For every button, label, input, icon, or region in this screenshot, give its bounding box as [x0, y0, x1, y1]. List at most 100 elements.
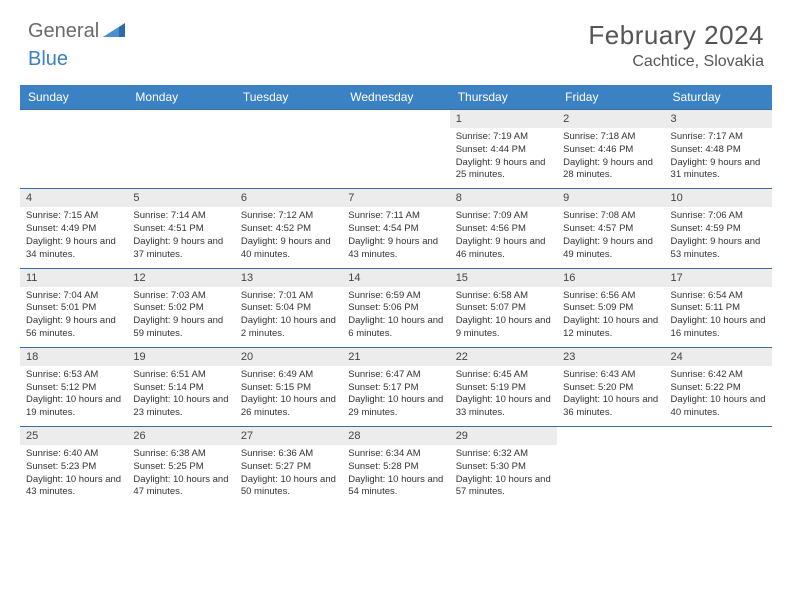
day-body: Sunrise: 6:36 AMSunset: 5:27 PMDaylight:… [235, 445, 342, 505]
sunset-line: Sunset: 5:07 PM [456, 302, 551, 315]
day-number [557, 427, 664, 445]
sunrise-line: Sunrise: 7:03 AM [133, 290, 228, 303]
daylight-line: Daylight: 10 hours and 40 minutes. [671, 394, 766, 420]
day-body: Sunrise: 7:09 AMSunset: 4:56 PMDaylight:… [450, 207, 557, 267]
day-number: 13 [235, 269, 342, 287]
day-cell: 3Sunrise: 7:17 AMSunset: 4:48 PMDaylight… [665, 110, 772, 189]
day-body: Sunrise: 6:51 AMSunset: 5:14 PMDaylight:… [127, 366, 234, 426]
day-body: Sunrise: 7:17 AMSunset: 4:48 PMDaylight:… [665, 128, 772, 188]
day-cell: 29Sunrise: 6:32 AMSunset: 5:30 PMDayligh… [450, 427, 557, 506]
sunset-line: Sunset: 4:51 PM [133, 223, 228, 236]
day-body [235, 128, 342, 188]
day-cell: 23Sunrise: 6:43 AMSunset: 5:20 PMDayligh… [557, 347, 664, 426]
day-body: Sunrise: 7:19 AMSunset: 4:44 PMDaylight:… [450, 128, 557, 188]
day-cell: 11Sunrise: 7:04 AMSunset: 5:01 PMDayligh… [20, 268, 127, 347]
daylight-line: Daylight: 10 hours and 26 minutes. [241, 394, 336, 420]
day-number: 20 [235, 348, 342, 366]
day-number: 17 [665, 269, 772, 287]
day-cell: 21Sunrise: 6:47 AMSunset: 5:17 PMDayligh… [342, 347, 449, 426]
daylight-line: Daylight: 9 hours and 59 minutes. [133, 315, 228, 341]
day-header: Thursday [450, 85, 557, 110]
sunrise-line: Sunrise: 6:59 AM [348, 290, 443, 303]
sunrise-line: Sunrise: 6:56 AM [563, 290, 658, 303]
day-cell [557, 427, 664, 506]
daylight-line: Daylight: 9 hours and 40 minutes. [241, 236, 336, 262]
day-cell: 13Sunrise: 7:01 AMSunset: 5:04 PMDayligh… [235, 268, 342, 347]
day-header: Wednesday [342, 85, 449, 110]
day-header: Monday [127, 85, 234, 110]
day-body: Sunrise: 6:53 AMSunset: 5:12 PMDaylight:… [20, 366, 127, 426]
day-number: 25 [20, 427, 127, 445]
daylight-line: Daylight: 10 hours and 19 minutes. [26, 394, 121, 420]
day-number: 8 [450, 189, 557, 207]
month-title: February 2024 [588, 20, 764, 51]
day-header: Friday [557, 85, 664, 110]
day-body: Sunrise: 6:49 AMSunset: 5:15 PMDaylight:… [235, 366, 342, 426]
daylight-line: Daylight: 10 hours and 54 minutes. [348, 474, 443, 500]
sunset-line: Sunset: 4:46 PM [563, 144, 658, 157]
daylight-line: Daylight: 10 hours and 6 minutes. [348, 315, 443, 341]
sunset-line: Sunset: 5:12 PM [26, 382, 121, 395]
daylight-line: Daylight: 10 hours and 23 minutes. [133, 394, 228, 420]
day-cell: 2Sunrise: 7:18 AMSunset: 4:46 PMDaylight… [557, 110, 664, 189]
sunrise-line: Sunrise: 7:11 AM [348, 210, 443, 223]
daylight-line: Daylight: 10 hours and 29 minutes. [348, 394, 443, 420]
day-cell: 5Sunrise: 7:14 AMSunset: 4:51 PMDaylight… [127, 189, 234, 268]
day-header: Saturday [665, 85, 772, 110]
day-body: Sunrise: 6:40 AMSunset: 5:23 PMDaylight:… [20, 445, 127, 505]
sunrise-line: Sunrise: 6:45 AM [456, 369, 551, 382]
day-cell: 14Sunrise: 6:59 AMSunset: 5:06 PMDayligh… [342, 268, 449, 347]
sunset-line: Sunset: 4:52 PM [241, 223, 336, 236]
day-body [557, 445, 664, 505]
day-body: Sunrise: 6:38 AMSunset: 5:25 PMDaylight:… [127, 445, 234, 505]
daylight-line: Daylight: 9 hours and 49 minutes. [563, 236, 658, 262]
day-cell [20, 110, 127, 189]
daylight-line: Daylight: 9 hours and 46 minutes. [456, 236, 551, 262]
day-number: 3 [665, 110, 772, 128]
day-cell: 25Sunrise: 6:40 AMSunset: 5:23 PMDayligh… [20, 427, 127, 506]
day-body: Sunrise: 6:56 AMSunset: 5:09 PMDaylight:… [557, 287, 664, 347]
day-number: 9 [557, 189, 664, 207]
day-cell: 27Sunrise: 6:36 AMSunset: 5:27 PMDayligh… [235, 427, 342, 506]
day-number: 1 [450, 110, 557, 128]
day-body: Sunrise: 6:42 AMSunset: 5:22 PMDaylight:… [665, 366, 772, 426]
day-body: Sunrise: 6:54 AMSunset: 5:11 PMDaylight:… [665, 287, 772, 347]
day-body: Sunrise: 6:59 AMSunset: 5:06 PMDaylight:… [342, 287, 449, 347]
day-body [342, 128, 449, 188]
sunrise-line: Sunrise: 7:19 AM [456, 131, 551, 144]
sunset-line: Sunset: 5:20 PM [563, 382, 658, 395]
sunrise-line: Sunrise: 7:18 AM [563, 131, 658, 144]
sunset-line: Sunset: 5:02 PM [133, 302, 228, 315]
day-number: 7 [342, 189, 449, 207]
sunset-line: Sunset: 4:57 PM [563, 223, 658, 236]
day-number: 2 [557, 110, 664, 128]
day-cell: 28Sunrise: 6:34 AMSunset: 5:28 PMDayligh… [342, 427, 449, 506]
sunrise-line: Sunrise: 6:47 AM [348, 369, 443, 382]
sunset-line: Sunset: 4:48 PM [671, 144, 766, 157]
day-number: 27 [235, 427, 342, 445]
day-cell: 16Sunrise: 6:56 AMSunset: 5:09 PMDayligh… [557, 268, 664, 347]
day-body: Sunrise: 6:47 AMSunset: 5:17 PMDaylight:… [342, 366, 449, 426]
daylight-line: Daylight: 9 hours and 25 minutes. [456, 157, 551, 183]
day-cell: 18Sunrise: 6:53 AMSunset: 5:12 PMDayligh… [20, 347, 127, 426]
sunrise-line: Sunrise: 6:34 AM [348, 448, 443, 461]
sunrise-line: Sunrise: 6:40 AM [26, 448, 121, 461]
day-body [127, 128, 234, 188]
sunrise-line: Sunrise: 6:58 AM [456, 290, 551, 303]
daylight-line: Daylight: 10 hours and 16 minutes. [671, 315, 766, 341]
day-body: Sunrise: 6:45 AMSunset: 5:19 PMDaylight:… [450, 366, 557, 426]
day-number: 4 [20, 189, 127, 207]
sunrise-line: Sunrise: 6:43 AM [563, 369, 658, 382]
day-number: 5 [127, 189, 234, 207]
sunrise-line: Sunrise: 6:36 AM [241, 448, 336, 461]
title-block: February 2024 Cachtice, Slovakia [588, 20, 764, 71]
daylight-line: Daylight: 10 hours and 47 minutes. [133, 474, 228, 500]
sunrise-line: Sunrise: 7:09 AM [456, 210, 551, 223]
daylight-line: Daylight: 10 hours and 33 minutes. [456, 394, 551, 420]
day-body: Sunrise: 7:18 AMSunset: 4:46 PMDaylight:… [557, 128, 664, 188]
day-body: Sunrise: 6:43 AMSunset: 5:20 PMDaylight:… [557, 366, 664, 426]
daylight-line: Daylight: 9 hours and 43 minutes. [348, 236, 443, 262]
sunrise-line: Sunrise: 6:49 AM [241, 369, 336, 382]
day-number [235, 110, 342, 128]
day-number: 23 [557, 348, 664, 366]
